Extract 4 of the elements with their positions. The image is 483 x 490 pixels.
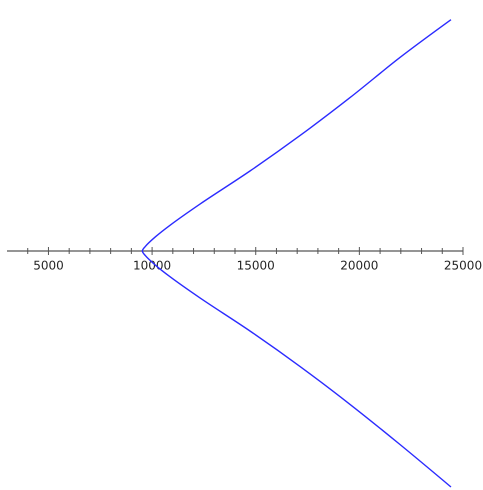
x-tick-label: 20000 <box>340 258 378 273</box>
x-tick-label: 25000 <box>444 258 482 273</box>
x-tick-label: 5000 <box>33 258 64 273</box>
x-tick-label: 15000 <box>236 258 275 273</box>
